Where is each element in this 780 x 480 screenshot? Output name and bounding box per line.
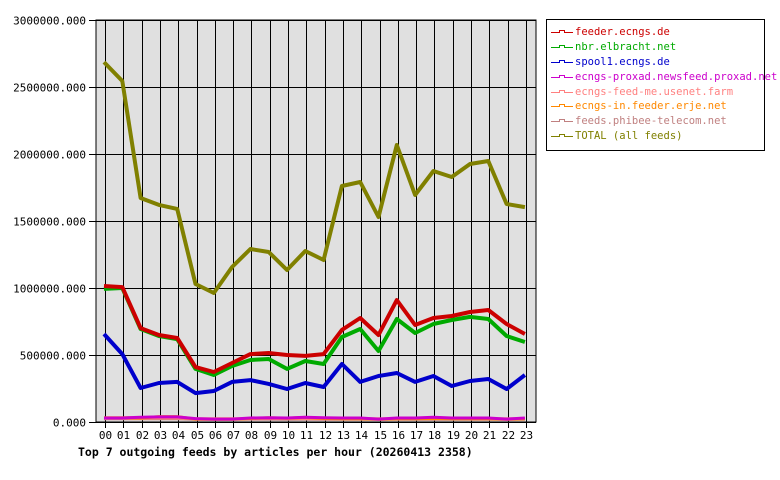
svg-text:00: 00 (99, 429, 112, 442)
svg-text:17: 17 (410, 429, 423, 442)
svg-text:1500000.000: 1500000.000 (13, 216, 86, 229)
svg-text:1000000.000: 1000000.000 (13, 283, 86, 296)
legend-line-icon (551, 116, 573, 126)
legend-label: TOTAL (all feeds) (575, 129, 683, 142)
legend-label: ecngs-feed-me.usenet.farm (575, 85, 734, 98)
legend-line-icon (551, 72, 573, 82)
x-axis: 00 01 02 03 04 05 06 07 08 09 10 11 12 13 14 15 16 17 18 19… (99, 422, 533, 442)
legend-item: TOTAL (all feeds) (551, 129, 764, 144)
legend-label: ecngs-in.feeder.erje.net (575, 100, 727, 113)
svg-text:16: 16 (392, 429, 405, 442)
legend-label: feeder.ecngs.de (575, 26, 670, 39)
series-line-total-all-feeds- (102, 60, 526, 295)
legend-label: nbr.elbracht.net (575, 41, 677, 54)
svg-text:23: 23 (520, 429, 533, 442)
svg-text:20: 20 (465, 429, 478, 442)
svg-text:13: 13 (337, 429, 350, 442)
legend-line-icon (551, 131, 573, 141)
legend-line-icon (551, 27, 573, 37)
svg-text:2000000.000: 2000000.000 (13, 149, 86, 162)
legend-item: spool1.ecngs.de (551, 55, 764, 70)
svg-text:01: 01 (117, 429, 130, 442)
legend-item: ecngs-feed-me.usenet.farm (551, 84, 764, 99)
chart-title: Top 7 outgoing feeds by articles per hou… (78, 445, 473, 459)
svg-text:10: 10 (282, 429, 295, 442)
svg-text:15: 15 (374, 429, 387, 442)
legend-label: ecngs-proxad.newsfeed.proxad.net (575, 70, 778, 83)
y-axis: 0.000 500000.000 1000000.000 1500000.000 200… (13, 15, 96, 430)
series-lines (102, 60, 527, 421)
legend-line-icon (551, 87, 573, 97)
svg-text:14: 14 (355, 429, 369, 442)
svg-text:18: 18 (428, 429, 441, 442)
svg-text:2500000.000: 2500000.000 (13, 82, 86, 95)
svg-text:0.000: 0.000 (53, 417, 86, 430)
svg-text:04: 04 (172, 429, 186, 442)
legend-label: spool1.ecngs.de (575, 55, 670, 68)
legend-item: feeder.ecngs.de (551, 25, 764, 40)
legend-line-icon (551, 57, 573, 67)
legend-item: ecngs-in.feeder.erje.net (551, 99, 764, 114)
svg-text:11: 11 (300, 429, 313, 442)
plot-border (95, 19, 537, 423)
series-line-ecngs-proxad-newsfeed-proxad-net (104, 415, 525, 421)
series-line-spool1-ecngs-de (102, 332, 527, 396)
svg-text:21: 21 (483, 429, 496, 442)
svg-text:05: 05 (191, 429, 204, 442)
svg-text:06: 06 (209, 429, 222, 442)
svg-text:07: 07 (227, 429, 240, 442)
legend-label: feeds.phibee-telecom.net (575, 115, 727, 128)
svg-text:03: 03 (154, 429, 167, 442)
svg-text:3000000.000: 3000000.000 (13, 15, 86, 28)
svg-text:02: 02 (136, 429, 149, 442)
legend-line-icon (551, 101, 573, 111)
series-line-feeder-ecngs-de (103, 284, 526, 374)
svg-text:12: 12 (319, 429, 332, 442)
svg-text:500000.000: 500000.000 (20, 350, 86, 363)
svg-text:19: 19 (447, 429, 460, 442)
legend-item: nbr.elbracht.net (551, 40, 764, 55)
legend-item: feeds.phibee-telecom.net (551, 114, 764, 129)
legend-item: ecngs-proxad.newsfeed.proxad.net (551, 69, 777, 84)
svg-text:08: 08 (245, 429, 258, 442)
svg-text:22: 22 (502, 429, 515, 442)
svg-text:09: 09 (264, 429, 277, 442)
legend-line-icon (551, 42, 573, 52)
legend: feeder.ecngs.de nbr.elbracht.net spool1.… (546, 19, 777, 151)
